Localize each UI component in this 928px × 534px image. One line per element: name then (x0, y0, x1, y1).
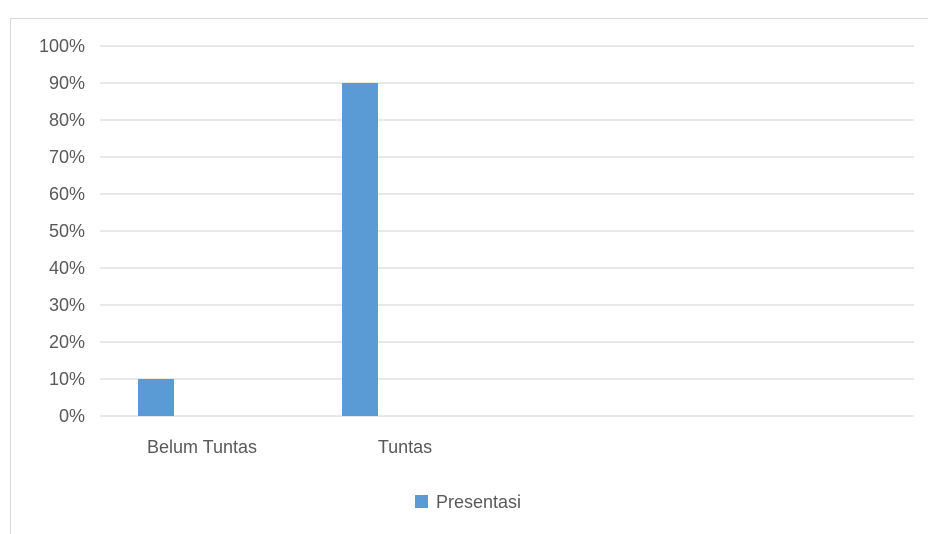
legend-label: Presentasi (436, 492, 521, 512)
bars (138, 83, 378, 416)
y-tick-label: 40% (49, 258, 85, 278)
y-tick-label: 90% (49, 73, 85, 93)
x-category-label: Tuntas (378, 437, 432, 457)
y-tick-label: 80% (49, 110, 85, 130)
y-axis-tick-labels: 0% 10% 20% 30% 40% 50% 60% 70% 80% 90% 100% (39, 36, 85, 426)
legend: Presentasi (415, 492, 521, 512)
y-tick-label: 50% (49, 221, 85, 241)
y-tick-label: 60% (49, 184, 85, 204)
x-axis-category-labels: Belum Tuntas Tuntas (147, 437, 432, 457)
x-category-label: Belum Tuntas (147, 437, 257, 457)
y-tick-label: 0% (59, 406, 85, 426)
y-tick-label: 100% (39, 36, 85, 56)
y-tick-label: 20% (49, 332, 85, 352)
chart-frame (10, 18, 928, 534)
bar-belum-tuntas (138, 379, 174, 416)
bar-tuntas (342, 83, 378, 416)
y-tick-label: 70% (49, 147, 85, 167)
y-tick-label: 10% (49, 369, 85, 389)
y-tick-label: 30% (49, 295, 85, 315)
gridlines (100, 45, 914, 417)
legend-swatch (415, 495, 428, 508)
